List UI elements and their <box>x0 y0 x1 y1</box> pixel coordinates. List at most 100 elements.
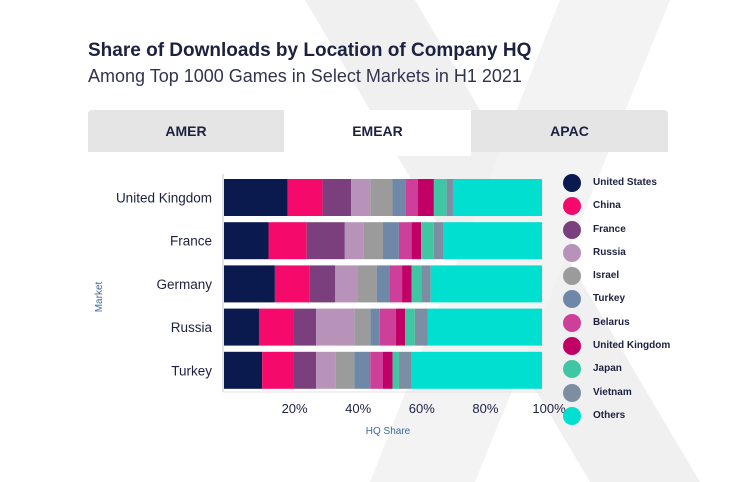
bar-segment <box>405 308 415 346</box>
legend-item: China <box>563 195 733 218</box>
x-tick-label: 20% <box>282 401 308 416</box>
bar-segment <box>335 265 358 303</box>
legend-label: Russia <box>593 246 626 258</box>
bar-segment <box>306 222 345 260</box>
bar-segment <box>379 308 396 346</box>
chart-subtitle: Among Top 1000 Games in Select Markets i… <box>88 66 522 86</box>
bar-segment <box>414 308 428 346</box>
bar-segment <box>452 179 542 216</box>
bar-segment <box>322 179 352 216</box>
bar-segment <box>433 179 447 216</box>
bar-segment <box>392 179 406 216</box>
bar-segment <box>433 222 444 260</box>
bar-segment <box>405 179 418 216</box>
category-label: Germany <box>156 277 212 292</box>
bar-segment <box>430 265 542 303</box>
legend-item: France <box>563 219 733 242</box>
legend-label: Vietnam <box>593 386 632 398</box>
legend-label: Belarus <box>593 316 630 328</box>
bar-segment <box>309 265 336 303</box>
bar-segment <box>316 351 336 389</box>
bar-segment <box>344 222 364 260</box>
bar-segment <box>224 179 288 216</box>
category-label: Russia <box>171 320 213 335</box>
bar-segment <box>411 351 542 389</box>
legend-item: Vietnam <box>563 382 733 405</box>
bar-segment <box>351 179 371 216</box>
bar-segment <box>224 351 263 389</box>
legend-item: Turkey <box>563 288 733 311</box>
bar-segment <box>354 351 371 389</box>
legend-item: United Kingdom <box>563 335 733 358</box>
category-label: United Kingdom <box>116 191 212 206</box>
bar-segment <box>421 265 431 303</box>
bar-segment <box>376 265 390 303</box>
bar-segment <box>357 265 377 303</box>
bar-segment <box>363 222 383 260</box>
x-tick-label: 100% <box>532 401 566 416</box>
x-tick-label: 60% <box>409 401 435 416</box>
bar-segment <box>398 222 412 260</box>
bar-segment <box>224 308 259 346</box>
bar-segment <box>258 308 294 346</box>
bar-segment <box>392 351 399 389</box>
bar-segment <box>224 265 275 303</box>
bar-segment <box>262 351 294 389</box>
legend-label: United Kingdom <box>593 340 671 352</box>
bar-segment <box>335 351 355 389</box>
legend-item: Japan <box>563 358 733 381</box>
bar-segment <box>274 265 310 303</box>
y-axis-title: Market <box>94 281 105 312</box>
x-axis-title: HQ Share <box>366 426 411 437</box>
legend-label: United States <box>593 177 657 188</box>
legend-swatch <box>563 290 581 309</box>
bar-segment <box>402 265 412 303</box>
bar-segment <box>411 265 422 303</box>
tab-amer[interactable]: AMER <box>88 110 284 152</box>
legend-label: Others <box>593 409 626 421</box>
x-tick-label: 80% <box>472 401 498 416</box>
bar-segment <box>383 222 399 260</box>
legend-item: United States <box>563 172 733 195</box>
bar-segment <box>443 222 542 260</box>
bar-segment <box>417 179 434 216</box>
category-label: Turkey <box>171 363 212 378</box>
x-tick-label: 40% <box>345 401 371 416</box>
bar-segment <box>316 308 355 346</box>
legend-swatch <box>563 383 581 402</box>
category-label: France <box>170 234 212 249</box>
legend-swatch <box>563 406 581 425</box>
bar-segment <box>293 308 317 346</box>
legend-label: Japan <box>593 363 622 375</box>
legend-item: Russia <box>563 242 733 265</box>
bar-segment <box>370 179 393 216</box>
legend-label: France <box>593 223 626 235</box>
region-tabs: AMER EMEAR APAC <box>88 110 668 156</box>
bar-segment <box>383 351 393 389</box>
legend-swatch <box>563 197 581 216</box>
legend-swatch <box>563 220 581 239</box>
legend-item: Others <box>563 405 733 428</box>
bar-segment <box>398 351 412 389</box>
legend-swatch <box>563 313 581 332</box>
legend-swatch <box>563 174 581 192</box>
bar-segment <box>389 265 403 303</box>
bar-segment <box>370 308 380 346</box>
legend-label: Israel <box>593 270 620 282</box>
bar-segment <box>354 308 371 346</box>
bar-segment <box>370 351 383 389</box>
bar-segment <box>293 351 317 389</box>
legend-swatch <box>563 243 581 262</box>
bar-segment <box>446 179 453 216</box>
legend-swatch <box>563 267 581 286</box>
legend-label: China <box>593 200 621 212</box>
legend-item: Israel <box>563 265 733 288</box>
tab-apac[interactable]: APAC <box>471 110 668 152</box>
bar-segment <box>411 222 422 260</box>
chart-title: Share of Downloads by Location of Compan… <box>88 40 532 61</box>
bar-segment <box>287 179 323 216</box>
chart-legend: United States China France Russia Israel Turk… <box>563 172 733 428</box>
tab-emear[interactable]: EMEAR <box>284 110 471 156</box>
bar-segment <box>268 222 307 260</box>
